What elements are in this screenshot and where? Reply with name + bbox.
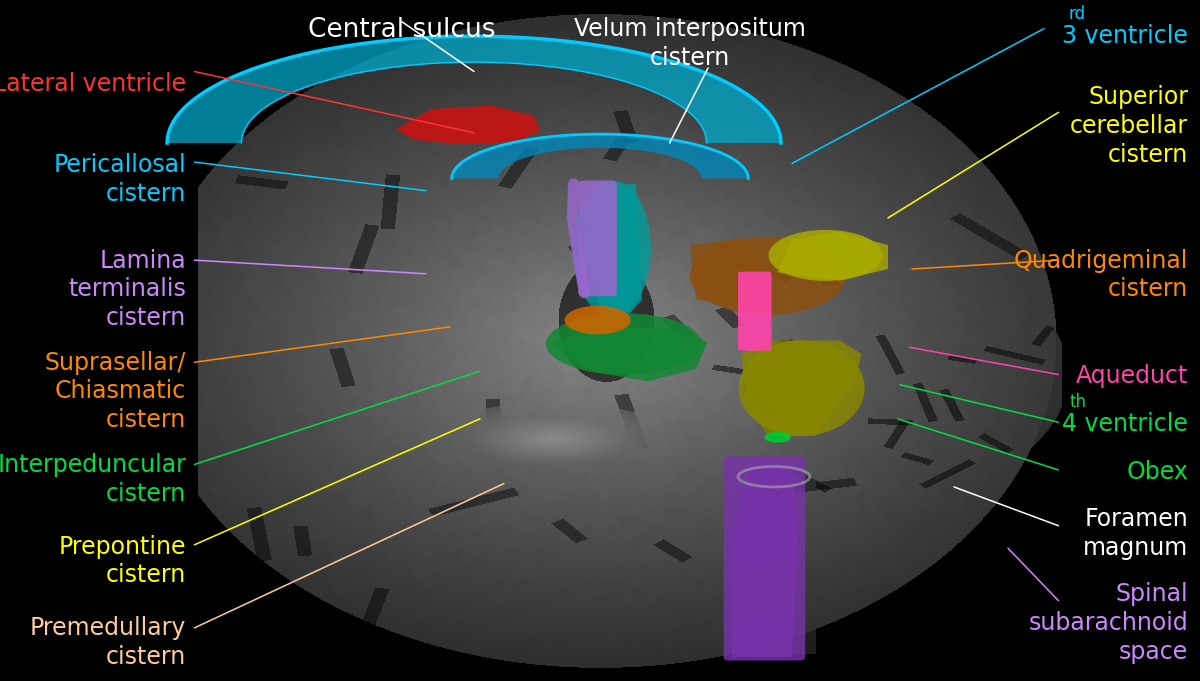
Text: Pericallosal
cistern: Pericallosal cistern	[53, 153, 186, 206]
Text: Obex: Obex	[1126, 460, 1188, 484]
Polygon shape	[742, 340, 862, 436]
FancyBboxPatch shape	[724, 456, 805, 661]
Text: Quadrigeminal
cistern: Quadrigeminal cistern	[1014, 249, 1188, 301]
Ellipse shape	[574, 180, 650, 317]
Text: Foramen
magnum: Foramen magnum	[1082, 507, 1188, 560]
Ellipse shape	[768, 230, 882, 281]
Ellipse shape	[690, 237, 846, 315]
Ellipse shape	[764, 432, 791, 443]
Polygon shape	[167, 36, 781, 143]
Text: Velum interpositum
cistern: Velum interpositum cistern	[574, 17, 806, 69]
Text: 4 ventricle: 4 ventricle	[1062, 412, 1188, 436]
Polygon shape	[732, 463, 798, 657]
FancyBboxPatch shape	[578, 180, 617, 296]
Text: Prepontine
cistern: Prepontine cistern	[59, 535, 186, 587]
Ellipse shape	[546, 313, 702, 375]
Text: Lamina
terminalis
cistern: Lamina terminalis cistern	[68, 249, 186, 330]
Text: Spinal
subarachnoid
space: Spinal subarachnoid space	[1028, 582, 1188, 664]
Text: Superior
cerebellar
cistern: Superior cerebellar cistern	[1070, 85, 1188, 167]
Text: Suprasellar/
Chiasmatic
cistern: Suprasellar/ Chiasmatic cistern	[44, 351, 186, 432]
Text: Aqueduct: Aqueduct	[1075, 364, 1188, 388]
Text: Premedullary
cistern: Premedullary cistern	[30, 616, 186, 669]
FancyBboxPatch shape	[738, 272, 772, 351]
Polygon shape	[588, 184, 642, 320]
Text: th: th	[1069, 393, 1086, 411]
Polygon shape	[778, 232, 888, 281]
Ellipse shape	[739, 340, 864, 436]
Ellipse shape	[565, 306, 631, 334]
Text: Interpeduncular
cistern: Interpeduncular cistern	[0, 453, 186, 505]
Text: 3 ventricle: 3 ventricle	[1062, 24, 1188, 48]
Polygon shape	[690, 238, 768, 308]
Text: rd: rd	[1069, 5, 1086, 22]
Polygon shape	[396, 106, 540, 144]
Text: Central sulcus: Central sulcus	[308, 17, 496, 43]
Polygon shape	[452, 134, 749, 178]
Polygon shape	[552, 328, 708, 381]
Text: Lateral ventricle: Lateral ventricle	[0, 72, 186, 95]
